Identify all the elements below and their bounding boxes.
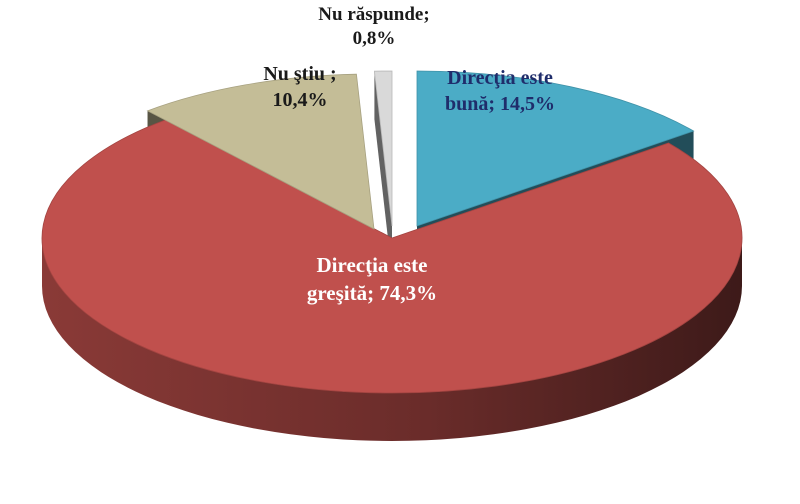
pie-slice-label-line: bună; 14,5% xyxy=(445,93,555,115)
pie-slice-label-line: greşită; 74,3% xyxy=(307,281,437,305)
pie-slice-label-line: Nu ştiu ; xyxy=(263,63,336,85)
pie-slice-0 xyxy=(416,70,695,227)
pie-slice-label-line: Direcţia este xyxy=(447,67,553,89)
pie-slice-label-line: Direcţia este xyxy=(317,253,428,277)
pie-tops xyxy=(41,70,743,394)
pie-slice-side-1 xyxy=(42,238,742,441)
pie-slice-label-0: Direcţia este bună; 14,5% xyxy=(445,67,555,115)
pie-slice-label-line: Nu răspunde; xyxy=(318,4,429,25)
pie-slice-label-2: Nu ştiu ; 10,4% xyxy=(263,63,336,111)
pie-slice-label-line: 10,4% xyxy=(273,89,328,111)
pie-slice-label-line: 0,8% xyxy=(353,28,396,49)
pie-slice-1 xyxy=(41,119,743,394)
pie-slice-3 xyxy=(373,70,393,227)
pie-slice-2 xyxy=(146,73,375,230)
pie-slice-cut-face-3-0 xyxy=(374,71,392,274)
pie-slice-label-3: Nu răspunde; 0,8% xyxy=(318,4,429,49)
pie-slice-label-1: Direcţia este greşită; 74,3% xyxy=(307,253,437,305)
pie-labels: Direcţia este bună; 14,5% Direcţia este gre… xyxy=(263,4,555,305)
